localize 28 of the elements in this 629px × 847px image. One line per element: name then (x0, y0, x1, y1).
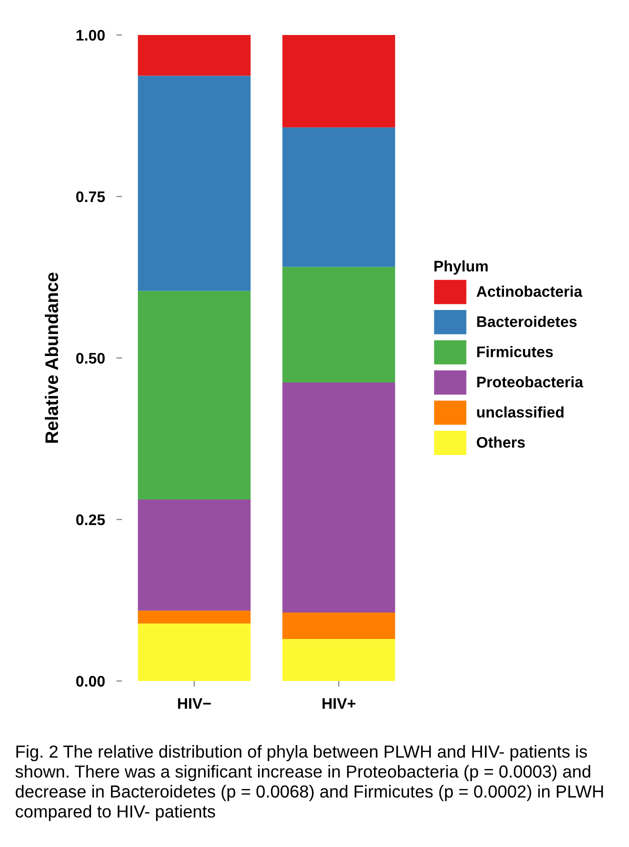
legend-label: Actinobacteria (476, 286, 582, 297)
bar (282, 127, 396, 267)
x-tick-label: HIV+ (322, 698, 356, 709)
bar (138, 610, 251, 624)
bar (282, 35, 396, 128)
bar (138, 290, 251, 500)
bar (138, 76, 251, 291)
y-axis-title: Relative Abundance (44, 272, 58, 443)
y-tick-label: 1.00 (76, 30, 105, 41)
bar (282, 639, 396, 681)
bar (138, 624, 251, 681)
y-tick-label: 0.00 (76, 676, 105, 687)
y-tick-label: 0.75 (76, 191, 105, 202)
x-tick-label: HIV− (178, 698, 211, 709)
legend-label: Proteobacteria (477, 376, 584, 388)
y-tick-label: 0.50 (76, 352, 105, 364)
caption: Fig. 2 The relative distribution of phyla between PLWH and HIV- patients is shown. There was a significant increase in Proteobacteria (p = 0.0003) and decrease in Bacteroidetes (p = 0.0068) and Firmicutes (p = 0.0002) in PLWH compared to HIV- patients (15, 745, 603, 822)
bar (138, 499, 251, 611)
bar (282, 382, 396, 613)
bar (282, 266, 396, 383)
legend-label: Firmicutes (477, 346, 553, 358)
y-tick-label: 0.25 (76, 514, 105, 526)
bar (138, 35, 251, 76)
bar (282, 612, 396, 640)
legend-title: Phylum (434, 260, 488, 275)
legend-label: Others (476, 436, 525, 448)
legend-label: unclassified (477, 406, 564, 418)
legend-label: Bacteroidetes (477, 316, 577, 328)
